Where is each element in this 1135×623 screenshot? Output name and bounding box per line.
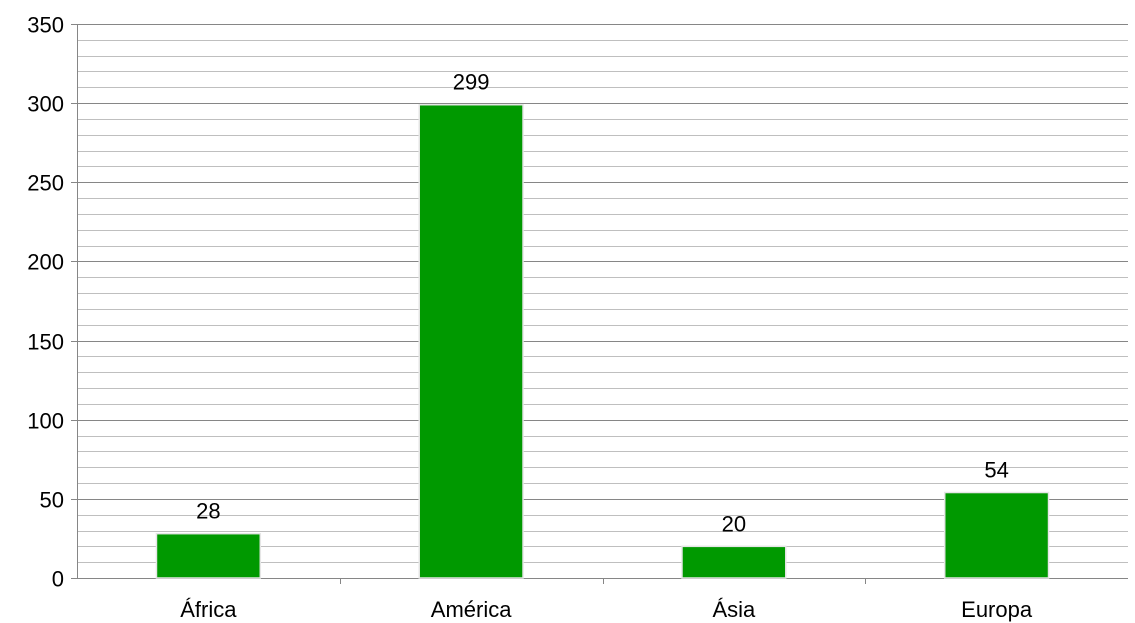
bar-0 [155, 532, 262, 579]
data-label-3: 54 [984, 458, 1008, 483]
y-tick-label: 0 [52, 567, 64, 592]
bar-3 [943, 491, 1050, 579]
y-axis-ticks: 0 50 100 150 200 250 300 350 [27, 13, 77, 592]
y-tick-label: 200 [27, 250, 64, 275]
y-tick-label: 350 [27, 13, 64, 38]
bars [155, 103, 1050, 579]
category-label-2: Ásia [712, 597, 756, 622]
y-tick-label: 300 [27, 92, 64, 117]
data-label-0: 28 [196, 499, 220, 524]
bar-2 [681, 545, 787, 579]
category-label-3: Europa [961, 597, 1033, 622]
gridlines [77, 24, 1128, 563]
y-tick-label: 50 [40, 488, 64, 513]
y-tick-label: 150 [27, 330, 64, 355]
data-labels: 28 299 20 54 [196, 70, 1009, 537]
y-tick-label: 250 [27, 171, 64, 196]
category-label-1: América [431, 597, 512, 622]
bar-1 [418, 103, 524, 579]
data-label-2: 20 [722, 511, 746, 536]
data-label-1: 299 [453, 70, 490, 95]
x-axis-categories: África América Ásia Europa [180, 597, 1033, 622]
category-label-0: África [180, 597, 237, 622]
y-tick-label: 100 [27, 409, 64, 434]
